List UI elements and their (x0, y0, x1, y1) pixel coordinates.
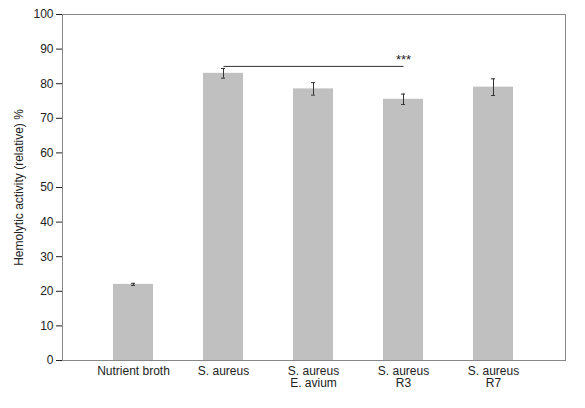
svg-text:50: 50 (40, 180, 54, 194)
svg-text:S. aureusE. avium: S. aureusE. avium (288, 364, 339, 390)
svg-text:Nutrient broth: Nutrient broth (97, 364, 170, 378)
svg-text:S. aureus: S. aureus (198, 364, 249, 378)
svg-text:100: 100 (33, 7, 53, 21)
svg-text:0: 0 (47, 353, 54, 367)
svg-text:70: 70 (40, 111, 54, 125)
svg-text:S. aureusR3: S. aureusR3 (378, 364, 429, 390)
svg-text:20: 20 (40, 284, 54, 298)
svg-text:10: 10 (40, 319, 54, 333)
svg-text:40: 40 (40, 215, 54, 229)
svg-text:S. aureusR7: S. aureusR7 (468, 364, 519, 390)
svg-text:30: 30 (40, 250, 54, 264)
svg-text:***: *** (396, 52, 411, 67)
svg-text:80: 80 (40, 77, 54, 91)
svg-text:Hemolytic activity (relative): Hemolytic activity (relative) % (12, 109, 26, 266)
svg-text:90: 90 (40, 42, 54, 56)
svg-text:60: 60 (40, 146, 54, 160)
